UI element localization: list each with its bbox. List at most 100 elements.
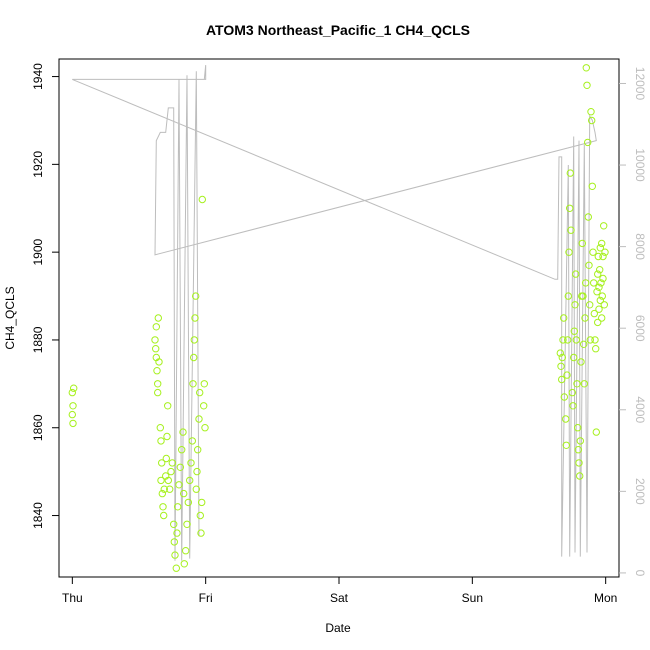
ch4-point <box>569 402 577 410</box>
x-axis: Thu Fri Sat Sun Mon <box>62 577 617 605</box>
ch4-point <box>200 402 208 410</box>
ch4-point <box>559 336 567 344</box>
ch4-point <box>566 204 574 213</box>
ch4-point <box>591 336 599 344</box>
y-right-tick-label: 12000 <box>633 67 647 101</box>
ch4-point <box>565 248 573 256</box>
ch4-point <box>596 266 604 274</box>
ch4-point <box>174 503 182 511</box>
ch4-point <box>598 292 606 300</box>
ch4-point <box>154 388 162 397</box>
x-tick-label: Mon <box>594 591 617 605</box>
ch4-point <box>164 476 173 485</box>
ch4-point <box>183 520 191 528</box>
ch4-point <box>179 428 187 436</box>
ch4-points-layer <box>68 64 609 572</box>
x-tick-label: Thu <box>62 591 83 605</box>
y-right-tick-label: 6000 <box>633 315 647 342</box>
ch4-point <box>572 270 580 278</box>
ch4-point <box>557 362 565 370</box>
ch4-point <box>196 511 205 520</box>
ch4-point <box>176 463 185 471</box>
ch4-point <box>194 446 202 454</box>
ch4-point <box>70 384 78 392</box>
ch4-point <box>584 138 592 147</box>
chart-title: ATOM3 Northeast_Pacific_1 CH4_QCLS <box>206 22 470 38</box>
ch4-point <box>592 345 600 353</box>
ch4-point <box>182 547 190 555</box>
altitude-line-layer <box>72 65 597 561</box>
ch4-point <box>195 415 203 423</box>
ch4-point <box>564 336 572 344</box>
ch4-point <box>170 520 178 528</box>
y-right-tick-label: 8000 <box>633 233 647 260</box>
ch4-point <box>160 511 168 520</box>
ch4-point <box>560 314 568 322</box>
ch4-point <box>582 279 590 287</box>
ch4-point <box>168 459 177 467</box>
ch4-point <box>592 428 600 436</box>
ch4-point <box>599 274 607 283</box>
ch4-point <box>178 446 186 454</box>
ch4-point <box>193 467 201 476</box>
ch4-point <box>590 279 598 287</box>
ch4-point <box>600 222 608 230</box>
x-tick-label: Sat <box>330 591 349 605</box>
ch4-point <box>584 213 592 221</box>
y-right-tick-label: 2000 <box>633 478 647 505</box>
ch4-point <box>573 380 581 388</box>
ch4-point <box>190 353 198 362</box>
ch4-point <box>562 415 570 423</box>
x-axis-label: Date <box>325 621 351 635</box>
x-tick-label: Sun <box>462 591 483 605</box>
ch4-point <box>563 371 571 379</box>
ch4-point <box>184 498 193 507</box>
ch4-point <box>579 292 587 300</box>
ch4-point <box>198 498 206 507</box>
ch4-point <box>158 489 167 498</box>
ch4-point <box>69 402 77 410</box>
ch4-point <box>588 182 596 191</box>
ch4-point <box>68 388 77 397</box>
ch4-point <box>589 248 597 256</box>
x-tick-label: Fri <box>199 591 213 605</box>
ch4-point <box>596 244 604 252</box>
ch4-point <box>160 485 169 493</box>
ch4-point <box>201 424 209 432</box>
ch4-point <box>597 279 605 287</box>
ch4-point <box>576 472 584 480</box>
ch4-point <box>582 64 590 72</box>
ch4-point <box>560 393 568 401</box>
ch4-point <box>172 564 181 572</box>
ch4-point <box>190 336 199 344</box>
ch4-point <box>593 288 601 296</box>
y-left-tick-label: 1880 <box>31 326 45 353</box>
ch4-point <box>191 314 199 322</box>
ch4-point <box>581 314 589 322</box>
ch4-point <box>574 424 582 432</box>
ch4-point <box>594 318 602 327</box>
ch4-point <box>157 476 165 485</box>
ch4-point <box>574 446 582 454</box>
ch4-point <box>187 459 195 467</box>
ch4-point <box>167 467 175 476</box>
ch4-point <box>572 336 580 344</box>
ch4-point <box>575 459 583 467</box>
ch4-point <box>68 410 77 419</box>
ch4-point <box>192 485 201 493</box>
ch4-point <box>585 261 593 269</box>
y-left-tick-label: 1940 <box>31 63 45 90</box>
ch4-point <box>580 340 588 348</box>
ch4-point <box>152 323 161 331</box>
ch4-point <box>152 345 160 353</box>
ch4-point <box>556 349 564 357</box>
ch4-point <box>598 239 606 248</box>
ch4-point <box>173 529 181 537</box>
ch4-point <box>171 551 179 559</box>
ch4-point <box>586 336 594 344</box>
ch4-point <box>588 116 596 125</box>
ch4-point <box>562 441 570 449</box>
ch4-point <box>180 489 188 498</box>
ch4-point <box>558 375 566 384</box>
